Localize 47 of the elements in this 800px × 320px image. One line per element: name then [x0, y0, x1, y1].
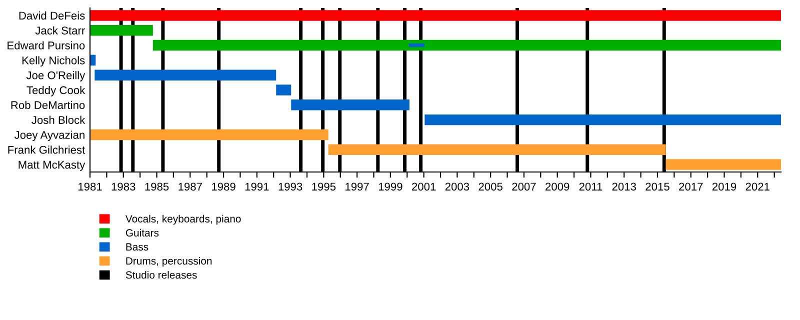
bar — [90, 129, 328, 140]
y-tick-label: Frank Gilchriest — [8, 146, 86, 154]
legend-label: Guitars — [126, 228, 159, 237]
y-tick-label: Joey Ayvazian — [14, 130, 84, 142]
x-tick-label: 2005 — [478, 182, 502, 191]
x-tick-label: 1983 — [112, 182, 136, 191]
y-tick-label: David DeFeis — [19, 11, 85, 20]
y-tick-label: Joe O'Reilly — [26, 71, 86, 82]
x-tick-label: 1981 — [78, 182, 102, 191]
x-tick-label: 1995 — [312, 182, 336, 191]
bar — [90, 10, 781, 21]
bar — [666, 159, 781, 170]
bar — [152, 40, 781, 51]
legend-label: Studio releases — [126, 271, 197, 279]
x-tick-label: 1993 — [278, 182, 302, 191]
x-tick-label: 1991 — [245, 182, 269, 191]
x-tick-label: 1987 — [178, 182, 202, 191]
legend-label: Vocals, keyboards, piano — [125, 214, 241, 225]
x-tick-label: 1985 — [145, 182, 169, 191]
y-tick-label: Kelly Nichols — [22, 56, 85, 67]
x-tick-label: 1997 — [346, 182, 369, 191]
x-tick-label: 2003 — [445, 182, 470, 191]
x-tick-label: 1999 — [378, 182, 402, 191]
legend-label: Drums, percussion — [126, 256, 212, 267]
x-tick-label: 1989 — [212, 182, 236, 191]
bar — [291, 100, 410, 110]
bar — [328, 144, 666, 156]
legend-label: Bass — [126, 243, 148, 251]
y-tick-label: Josh Block — [32, 116, 86, 124]
bar — [424, 114, 781, 126]
bar — [90, 24, 153, 36]
x-tick-label: 2013 — [612, 182, 636, 191]
x-tick-label: 2017 — [679, 182, 703, 191]
x-tick-label: 2015 — [646, 182, 670, 191]
y-tick-label: Teddy Cook — [26, 86, 86, 96]
bar — [276, 84, 292, 96]
x-tick-label: 2019 — [712, 182, 736, 191]
x-tick-label: 2021 — [746, 182, 770, 191]
x-tick-label: 2011 — [579, 182, 602, 191]
x-tick-label: 2009 — [546, 182, 570, 191]
y-tick-label: Rob DeMartino — [11, 100, 85, 110]
y-tick-label: Edward Pursino — [8, 41, 85, 50]
y-tick-label: Jack Starr — [35, 26, 85, 34]
x-tick-label: 2007 — [512, 182, 536, 191]
y-tick-label: Matt McKasty — [18, 160, 86, 171]
x-tick-label: 2001 — [412, 182, 436, 191]
bar — [94, 70, 276, 80]
